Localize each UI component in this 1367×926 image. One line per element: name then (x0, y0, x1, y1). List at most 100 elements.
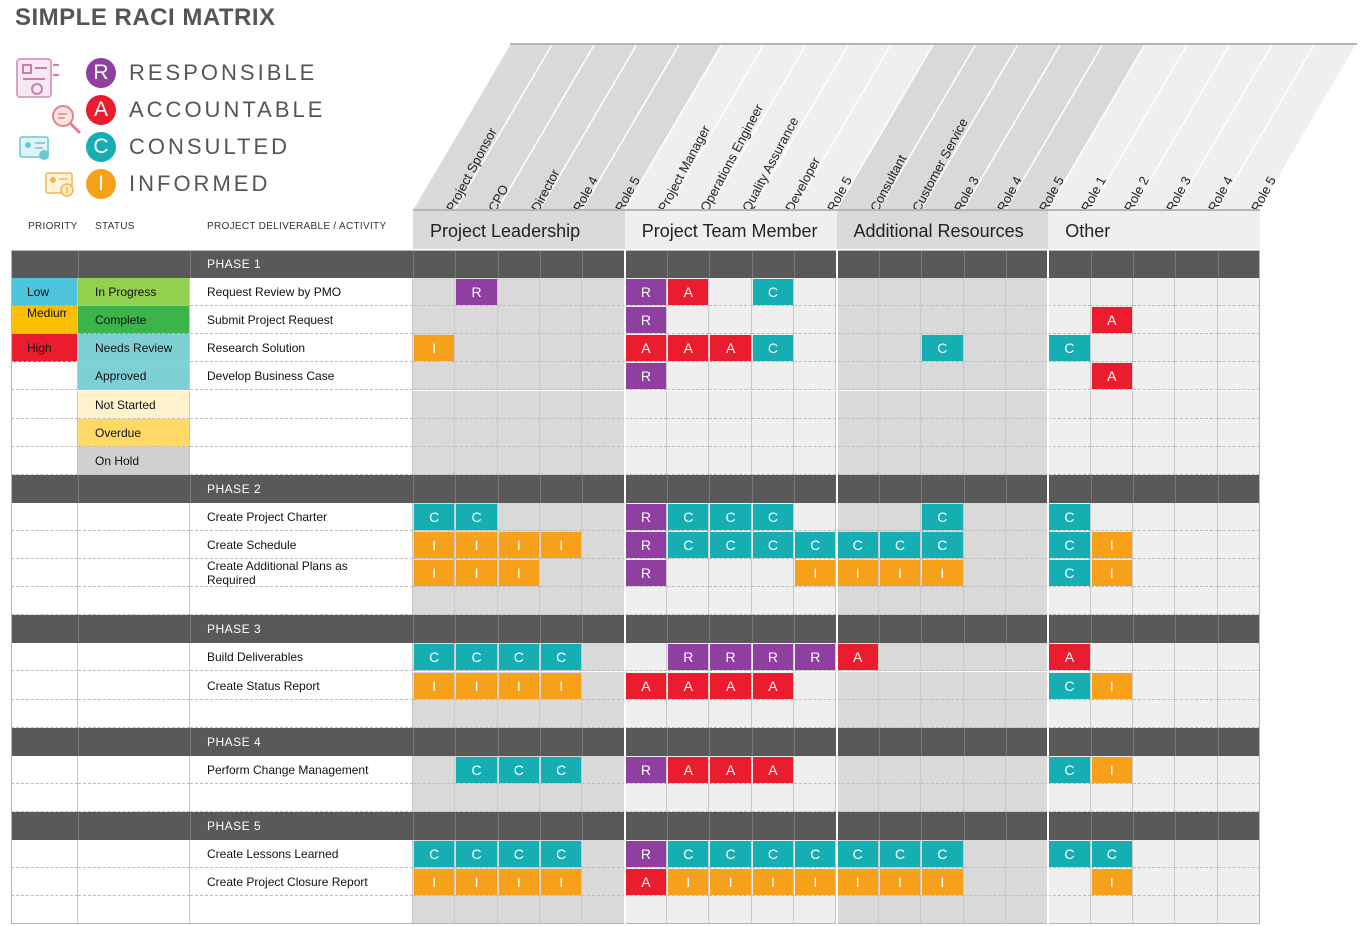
matrix-cell[interactable] (963, 671, 1006, 700)
matrix-cell[interactable] (921, 671, 964, 700)
matrix-cell[interactable] (497, 362, 541, 391)
matrix-cell[interactable] (1217, 502, 1260, 531)
matrix-cell[interactable] (1005, 502, 1049, 531)
matrix-cell[interactable] (497, 334, 541, 363)
matrix-cell[interactable] (1175, 559, 1218, 588)
matrix-cell[interactable] (836, 671, 879, 700)
matrix-cell[interactable] (1217, 559, 1260, 588)
matrix-cell[interactable] (582, 559, 625, 588)
matrix-cell[interactable] (836, 896, 879, 925)
matrix-cell[interactable] (1217, 671, 1260, 700)
matrix-cell[interactable] (1175, 699, 1218, 728)
matrix-cell[interactable] (1175, 671, 1218, 700)
matrix-cell[interactable] (1217, 643, 1260, 672)
matrix-cell[interactable] (1175, 446, 1218, 475)
matrix-cell[interactable] (1090, 502, 1133, 531)
matrix-cell[interactable] (1217, 840, 1260, 869)
matrix-cell[interactable] (963, 896, 1006, 925)
matrix-cell[interactable] (1005, 840, 1049, 869)
matrix-cell[interactable] (582, 334, 625, 363)
matrix-cell[interactable] (624, 699, 668, 728)
matrix-cell[interactable] (1132, 896, 1176, 925)
matrix-cell[interactable] (497, 418, 541, 447)
matrix-cell[interactable] (582, 390, 625, 419)
matrix-cell[interactable] (1005, 868, 1049, 897)
matrix-cell[interactable] (1132, 334, 1176, 363)
matrix-cell[interactable] (709, 390, 752, 419)
matrix-cell[interactable] (1005, 755, 1049, 784)
matrix-cell[interactable] (1090, 334, 1133, 363)
matrix-cell[interactable] (1048, 278, 1091, 307)
matrix-cell[interactable] (582, 643, 625, 672)
matrix-cell[interactable] (963, 840, 1006, 869)
matrix-cell[interactable] (455, 896, 498, 925)
matrix-cell[interactable] (963, 559, 1006, 588)
matrix-cell[interactable] (582, 755, 625, 784)
matrix-cell[interactable] (878, 362, 922, 391)
matrix-cell[interactable] (1217, 783, 1260, 812)
matrix-cell[interactable] (1175, 334, 1218, 363)
matrix-cell[interactable] (963, 643, 1006, 672)
matrix-cell[interactable] (1132, 559, 1176, 588)
matrix-cell[interactable] (751, 587, 795, 616)
matrix-cell[interactable] (1217, 362, 1260, 391)
matrix-cell[interactable] (624, 896, 668, 925)
matrix-cell[interactable] (1005, 783, 1049, 812)
matrix-cell[interactable] (1005, 390, 1049, 419)
matrix-cell[interactable] (582, 531, 625, 560)
matrix-cell[interactable] (751, 446, 795, 475)
matrix-cell[interactable] (1132, 278, 1176, 307)
matrix-cell[interactable] (921, 278, 964, 307)
matrix-cell[interactable] (667, 362, 710, 391)
matrix-cell[interactable] (1132, 418, 1176, 447)
matrix-cell[interactable] (455, 306, 498, 335)
matrix-cell[interactable] (1132, 699, 1176, 728)
matrix-cell[interactable] (1005, 362, 1049, 391)
matrix-cell[interactable] (878, 390, 922, 419)
matrix-cell[interactable] (413, 587, 456, 616)
matrix-cell[interactable] (624, 446, 668, 475)
matrix-cell[interactable] (582, 699, 625, 728)
matrix-cell[interactable] (878, 755, 922, 784)
matrix-cell[interactable] (540, 783, 583, 812)
matrix-cell[interactable] (878, 671, 922, 700)
matrix-cell[interactable] (497, 278, 541, 307)
matrix-cell[interactable] (540, 896, 583, 925)
matrix-cell[interactable] (1132, 755, 1176, 784)
matrix-cell[interactable] (1090, 390, 1133, 419)
matrix-cell[interactable] (1175, 587, 1218, 616)
matrix-cell[interactable] (1175, 896, 1218, 925)
matrix-cell[interactable] (497, 306, 541, 335)
matrix-cell[interactable] (963, 446, 1006, 475)
matrix-cell[interactable] (497, 783, 541, 812)
matrix-cell[interactable] (921, 643, 964, 672)
matrix-cell[interactable] (455, 390, 498, 419)
matrix-cell[interactable] (1175, 755, 1218, 784)
matrix-cell[interactable] (709, 418, 752, 447)
matrix-cell[interactable] (963, 278, 1006, 307)
matrix-cell[interactable] (878, 699, 922, 728)
matrix-cell[interactable] (582, 502, 625, 531)
matrix-cell[interactable] (1217, 699, 1260, 728)
matrix-cell[interactable] (1132, 840, 1176, 869)
matrix-cell[interactable] (1132, 446, 1176, 475)
matrix-cell[interactable] (963, 390, 1006, 419)
matrix-cell[interactable] (1132, 502, 1176, 531)
matrix-cell[interactable] (624, 783, 668, 812)
matrix-cell[interactable] (1175, 362, 1218, 391)
matrix-cell[interactable] (1175, 868, 1218, 897)
matrix-cell[interactable] (582, 362, 625, 391)
matrix-cell[interactable] (836, 699, 879, 728)
matrix-cell[interactable] (878, 643, 922, 672)
matrix-cell[interactable] (1175, 840, 1218, 869)
matrix-cell[interactable] (1048, 868, 1091, 897)
matrix-cell[interactable] (878, 587, 922, 616)
matrix-cell[interactable] (751, 699, 795, 728)
matrix-cell[interactable] (963, 306, 1006, 335)
matrix-cell[interactable] (836, 390, 879, 419)
matrix-cell[interactable] (540, 446, 583, 475)
matrix-cell[interactable] (709, 783, 752, 812)
matrix-cell[interactable] (751, 390, 795, 419)
matrix-cell[interactable] (624, 643, 668, 672)
matrix-cell[interactable] (836, 783, 879, 812)
